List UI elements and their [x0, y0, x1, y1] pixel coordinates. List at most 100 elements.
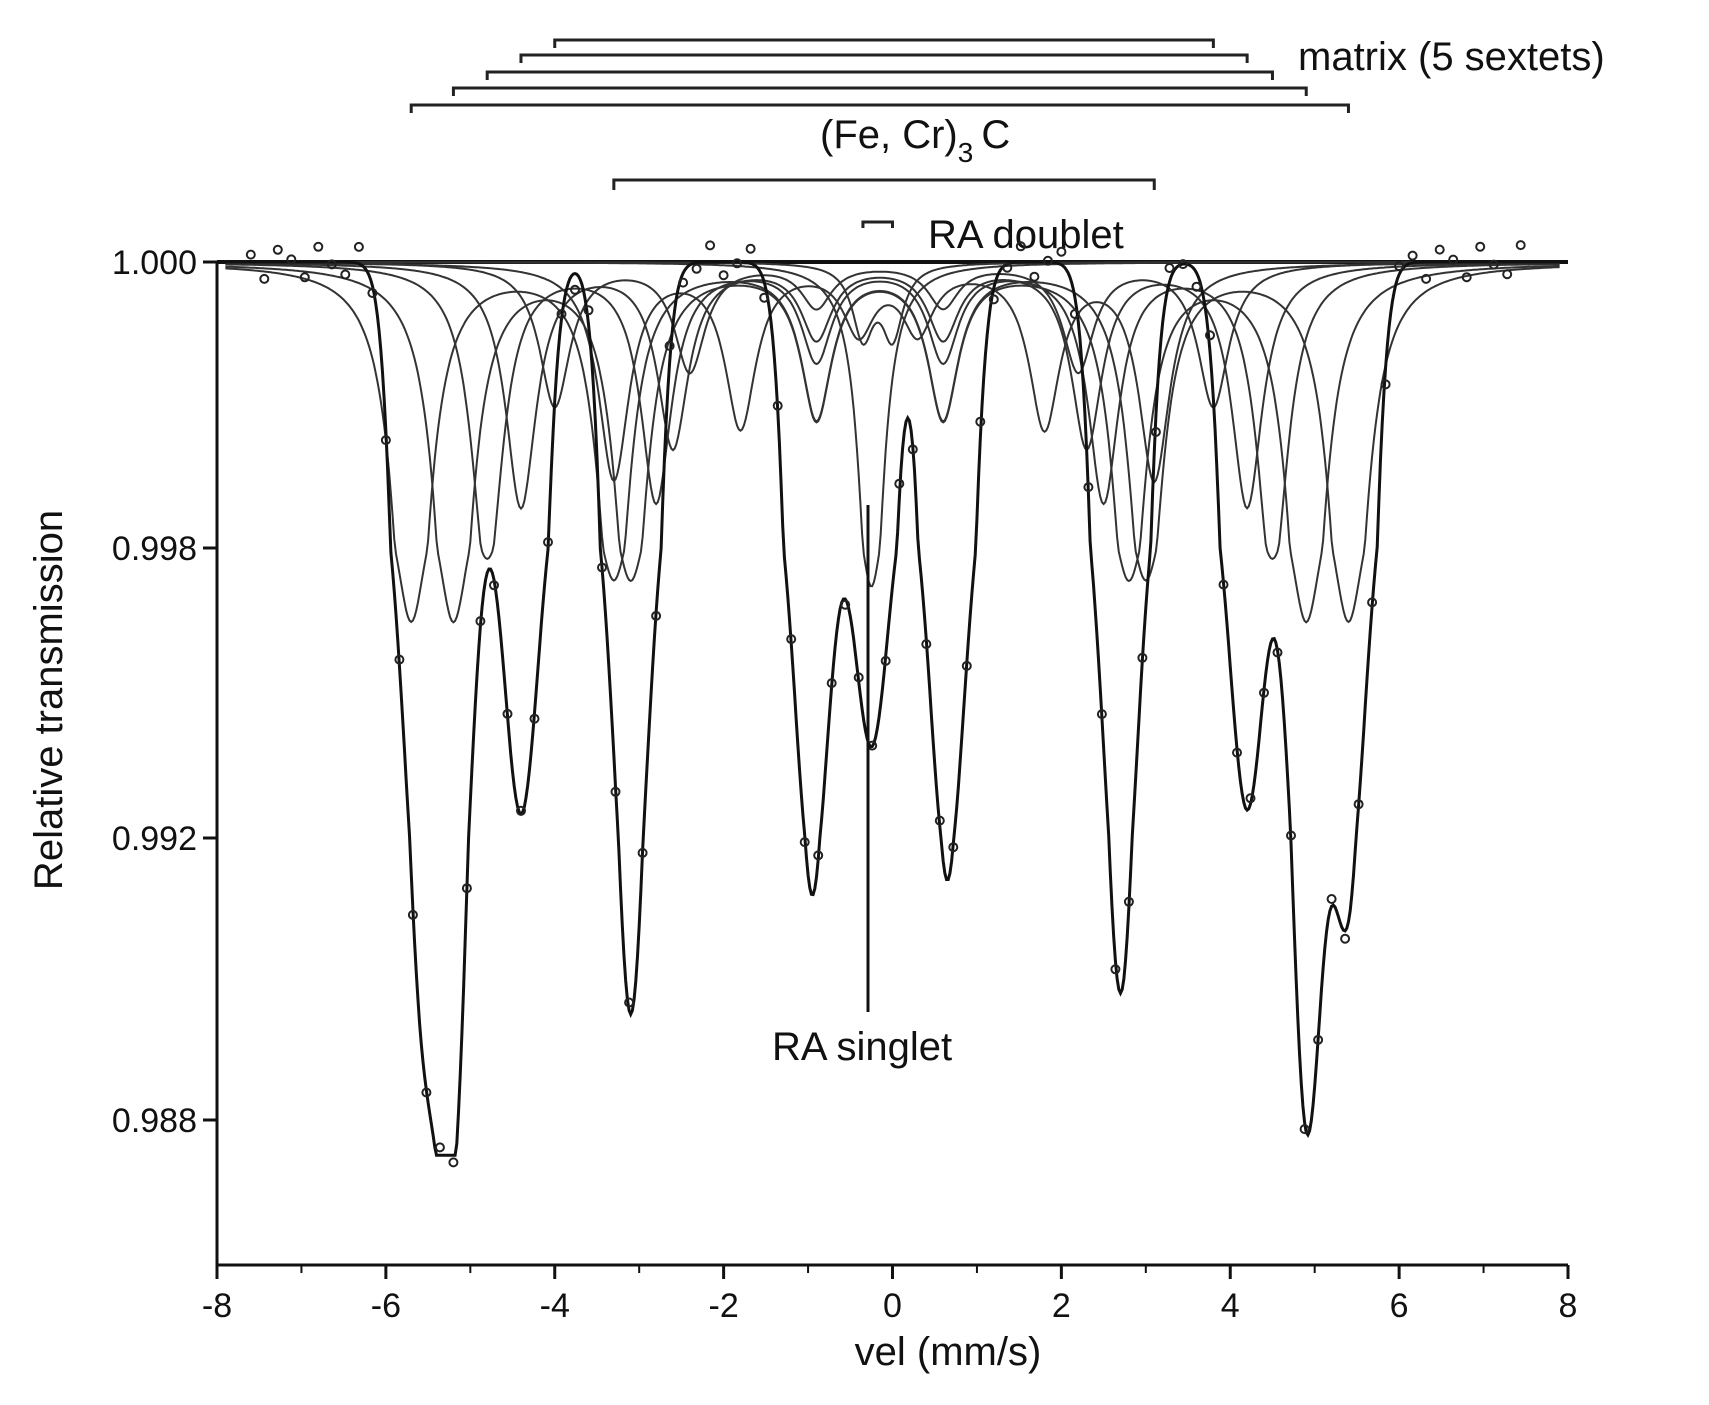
data-point: [394, 654, 405, 665]
matrix-sextet-bracket: [519, 53, 1249, 63]
fitted-components: [225, 261, 1560, 624]
y-tick-label: 0.988: [112, 1102, 197, 1140]
annotation-brackets: [409, 38, 1350, 228]
data-point: [313, 241, 324, 252]
data-point: [1502, 269, 1513, 280]
x-tick-label: -6: [371, 1287, 401, 1325]
data-point: [1272, 647, 1283, 658]
x-tick-label: -2: [709, 1287, 739, 1325]
data-point: [286, 254, 297, 265]
data-point: [799, 837, 810, 848]
x-tick-label: 6: [1390, 1287, 1409, 1325]
x-tick-label: -8: [202, 1287, 232, 1325]
data-point: [340, 269, 351, 280]
matrix-sextet-bracket: [451, 86, 1308, 96]
data-point: [624, 997, 635, 1008]
data-point: [1083, 482, 1094, 493]
data-point: [894, 478, 905, 489]
data-point: [1434, 244, 1445, 255]
data-point: [570, 284, 580, 295]
data-point: [1096, 709, 1107, 720]
data-point: [1461, 272, 1472, 283]
data-point: [529, 713, 540, 724]
data-point: [1407, 250, 1418, 261]
y-tick-label: 0.998: [112, 530, 197, 568]
plot-axes: [215, 260, 1568, 1267]
data-point: [1110, 964, 1121, 975]
data-point: [691, 263, 702, 274]
data-point: [907, 444, 918, 455]
data-point: [1394, 261, 1405, 272]
data-point: [732, 258, 743, 269]
data-point: [1421, 273, 1432, 284]
data-point: [1164, 263, 1175, 273]
data-point: [1042, 255, 1053, 266]
data-point: [448, 1157, 459, 1168]
data-point: [353, 241, 364, 252]
data-point: [407, 909, 418, 920]
data-point: [610, 786, 621, 797]
matrix-sextet-curve: [225, 263, 1560, 561]
data-point: [299, 272, 310, 283]
data-point: [1002, 262, 1013, 273]
x-tick-label: 2: [1052, 1287, 1071, 1325]
data-point: [718, 270, 729, 281]
data-point: [826, 678, 837, 689]
y-tick-label: 0.992: [112, 820, 197, 858]
data-point: [1205, 330, 1215, 341]
fit-envelope: [225, 260, 1560, 1157]
carbide-label-main: (Fe, Cr): [820, 113, 958, 157]
data-point: [1015, 241, 1026, 252]
data-point: [1340, 933, 1351, 944]
data-point: [651, 610, 662, 621]
x-axis-title: vel (mm/s): [855, 1330, 1042, 1374]
carbide-sextet-curve: [225, 261, 1560, 484]
ra-doublet-label: RA doublet: [928, 213, 1124, 257]
matrix-sextet-bracket: [409, 103, 1350, 113]
data-point: [583, 305, 594, 316]
data-point: [1150, 427, 1161, 437]
matrix-label: matrix (5 sextets): [1298, 35, 1605, 79]
data-point: [1178, 259, 1188, 270]
data-point: [745, 243, 756, 254]
data-point: [840, 599, 851, 610]
x-tick-label: 8: [1559, 1287, 1578, 1325]
carbide-label-sub: 3: [958, 137, 974, 168]
envelope-curve: [225, 260, 1560, 1157]
data-point: [1475, 241, 1486, 252]
data-point: [988, 294, 999, 305]
data-point: [759, 292, 770, 303]
ra-singlet-curve: [225, 261, 1560, 588]
matrix-sextet-bracket: [553, 38, 1215, 48]
data-point: [1353, 799, 1364, 810]
data-point: [380, 435, 391, 446]
data-point: [502, 708, 513, 719]
data-point: [948, 842, 959, 853]
data-point: [1232, 747, 1242, 758]
data-point: [1367, 597, 1378, 608]
carbide-label-end: C: [981, 113, 1010, 157]
data-point: [1029, 271, 1040, 282]
data-point: [1299, 1124, 1310, 1135]
data-point: [678, 277, 689, 288]
data-point: [1515, 240, 1526, 251]
data-point: [272, 244, 283, 255]
data-point: [1313, 1034, 1324, 1045]
x-tick-label: -4: [540, 1287, 570, 1325]
data-point: [1069, 309, 1080, 319]
data-point: [259, 273, 270, 284]
data-point: [367, 288, 378, 298]
matrix-sextet-curve: [225, 262, 1560, 511]
data-point: [786, 634, 797, 645]
carbide-label: (Fe, Cr)3 C: [820, 113, 1010, 168]
y-axis-ticks: 1.000 0.998 0.992 0.988: [112, 244, 217, 1140]
data-point: [326, 259, 337, 270]
data-point: [1286, 830, 1296, 841]
data-point: [1245, 793, 1256, 804]
data-point: [543, 537, 553, 548]
matrix-sextet-bracket: [485, 70, 1274, 80]
data-point: [705, 240, 716, 251]
data-point: [1218, 579, 1229, 590]
data-point: [1326, 894, 1337, 904]
